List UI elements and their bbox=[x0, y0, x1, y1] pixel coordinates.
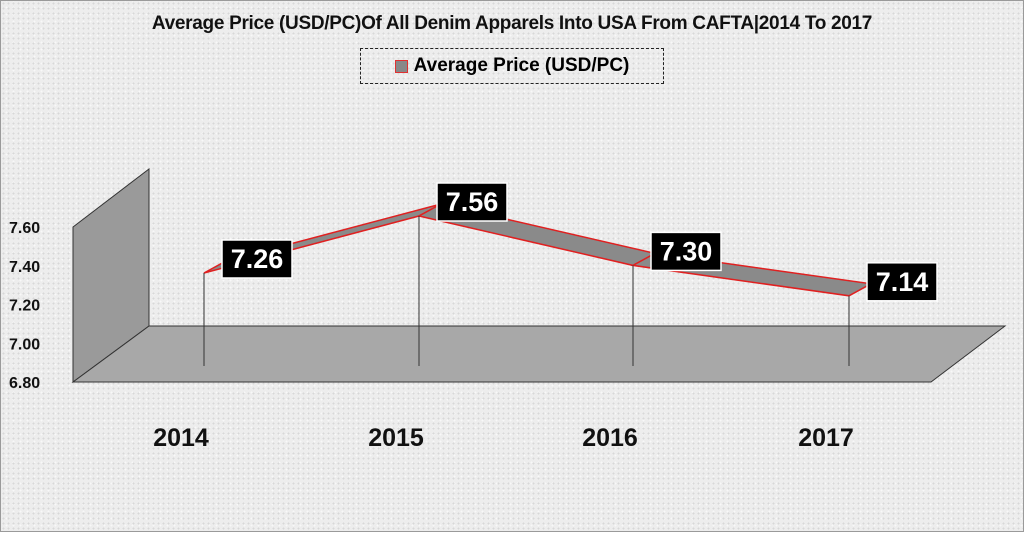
legend-swatch bbox=[394, 59, 408, 73]
data-label-box bbox=[436, 182, 508, 222]
x-tick-label: 2014 bbox=[153, 424, 209, 452]
x-tick-label: 2016 bbox=[582, 424, 638, 452]
data-label: 7.30 bbox=[660, 236, 713, 266]
legend: Average Price (USD/PC) bbox=[360, 48, 664, 84]
data-label-box bbox=[221, 239, 293, 279]
legend-label: Average Price (USD/PC) bbox=[413, 55, 630, 76]
data-label: 7.56 bbox=[446, 187, 499, 217]
data-label: 7.26 bbox=[231, 244, 284, 274]
y-tick-label: 7.20 bbox=[9, 298, 40, 315]
data-label-box bbox=[650, 231, 722, 272]
y-tick-label: 7.60 bbox=[9, 220, 40, 237]
data-label-box bbox=[866, 262, 938, 302]
x-tick-label: 2017 bbox=[798, 424, 854, 452]
data-label: 7.14 bbox=[876, 267, 929, 297]
floor bbox=[71, 325, 1007, 383]
chart-title: Average Price (USD/PC)Of All Denim Appar… bbox=[151, 13, 873, 34]
y-tick-label: 7.00 bbox=[9, 336, 40, 353]
y-tick-label: 6.80 bbox=[9, 375, 40, 392]
y-tick-label: 7.40 bbox=[9, 259, 40, 276]
x-tick-label: 2015 bbox=[368, 424, 424, 452]
